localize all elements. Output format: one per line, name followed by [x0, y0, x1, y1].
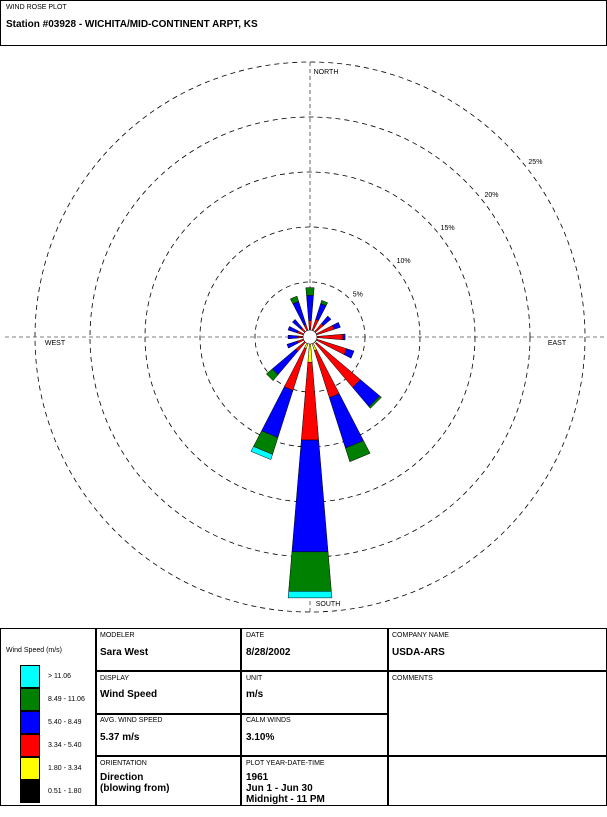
field-label: COMPANY NAME — [392, 632, 449, 639]
wind-segment — [250, 446, 273, 460]
legend-swatch — [20, 734, 40, 757]
info-table — [0, 628, 607, 806]
field-label: ORIENTATION — [100, 760, 147, 767]
field-label: CALM WINDS — [246, 717, 291, 724]
ring-label: 10% — [397, 258, 411, 265]
wind-segment — [343, 348, 355, 359]
ring-label: 25% — [528, 159, 542, 166]
legend-swatch — [20, 665, 40, 688]
wind-segment — [306, 295, 314, 321]
legend-label: 3.34 - 5.40 — [48, 742, 82, 749]
divider — [387, 670, 607, 672]
wind-segment — [301, 361, 319, 441]
grid-ring — [34, 61, 586, 613]
wind-segment — [329, 393, 364, 449]
field-label: COMMENTS — [392, 675, 433, 682]
wind-segment — [332, 322, 341, 330]
calm-circle — [302, 329, 318, 345]
field-label: UNIT — [246, 675, 263, 682]
ring-label: 15% — [441, 225, 455, 232]
field-value: (blowing from) — [100, 783, 170, 794]
field-value: 3.10% — [246, 732, 275, 743]
field-value: Direction — [100, 772, 144, 783]
field-value: 8/28/2002 — [246, 647, 291, 658]
direction-label: WEST — [45, 340, 66, 347]
wind-segment — [289, 295, 299, 305]
wind-segment — [288, 551, 332, 592]
divider — [95, 713, 387, 715]
legend-swatch — [20, 757, 40, 780]
wind-segment — [320, 299, 329, 307]
field-value: m/s — [246, 689, 264, 700]
grid-ring — [254, 281, 366, 393]
direction-label: SOUTH — [316, 601, 341, 608]
wind-segment — [291, 318, 303, 330]
wind-segment — [287, 591, 333, 599]
legend-title: Wind Speed (m/s) — [6, 647, 63, 654]
direction-label: NORTH — [314, 69, 339, 76]
field-value: Wind Speed — [100, 689, 158, 700]
wind-segment — [261, 386, 294, 438]
wind-segment — [345, 440, 371, 463]
legend-label: > 11.06 — [48, 673, 72, 680]
divider — [240, 628, 242, 806]
header-title: Station #03928 - WICHITA/MID-CONTINENT A… — [6, 19, 258, 30]
chart: 5% 10% 15% 20% 25% NORTH EAST SOUTH WEST — [5, 61, 607, 613]
field-value: Jun 1 - Jun 30 — [246, 783, 313, 794]
ring-label: 20% — [484, 192, 498, 199]
wind-segment — [286, 340, 299, 349]
field-value: 5.37 m/s — [100, 732, 140, 743]
legend-label: 8.49 - 11.06 — [48, 696, 85, 703]
wind-segment — [307, 342, 313, 363]
legend-swatch — [20, 711, 40, 734]
legend-swatch — [20, 688, 40, 711]
ring-label: 5% — [353, 291, 363, 298]
divider — [95, 755, 607, 757]
field-label: DISPLAY — [100, 675, 130, 682]
field-value: Midnight - 11 PM — [246, 794, 325, 805]
wind-segment — [291, 439, 329, 553]
divider — [387, 628, 389, 806]
field-value: USDA-ARS — [392, 647, 445, 658]
wind-segment — [265, 368, 279, 382]
wind-segment — [315, 303, 327, 321]
field-label: MODELER — [100, 632, 135, 639]
wind-segment — [315, 333, 344, 341]
direction-label: EAST — [548, 340, 567, 347]
legend-label: 1.80 - 3.34 — [48, 765, 82, 772]
wind-segment — [305, 287, 315, 296]
legend-label: 0.51 - 1.80 — [48, 788, 82, 795]
wind-segment — [342, 333, 346, 341]
divider — [95, 628, 97, 806]
field-label: PLOT YEAR-DATE-TIME — [246, 760, 325, 767]
wind-segment — [287, 326, 299, 334]
header-label: WIND ROSE PLOT — [6, 4, 67, 11]
field-label: DATE — [246, 632, 265, 639]
wind-segment — [321, 315, 332, 326]
wind-segment — [368, 395, 382, 409]
legend-label: 5.40 - 8.49 — [48, 719, 82, 726]
legend-swatch — [20, 780, 40, 803]
wind-segment — [287, 334, 299, 340]
grid-ring — [144, 171, 476, 503]
divider — [95, 670, 387, 672]
field-value: Sara West — [100, 647, 149, 658]
field-value: 1961 — [246, 772, 269, 783]
field-label: AVG. WIND SPEED — [100, 717, 163, 724]
